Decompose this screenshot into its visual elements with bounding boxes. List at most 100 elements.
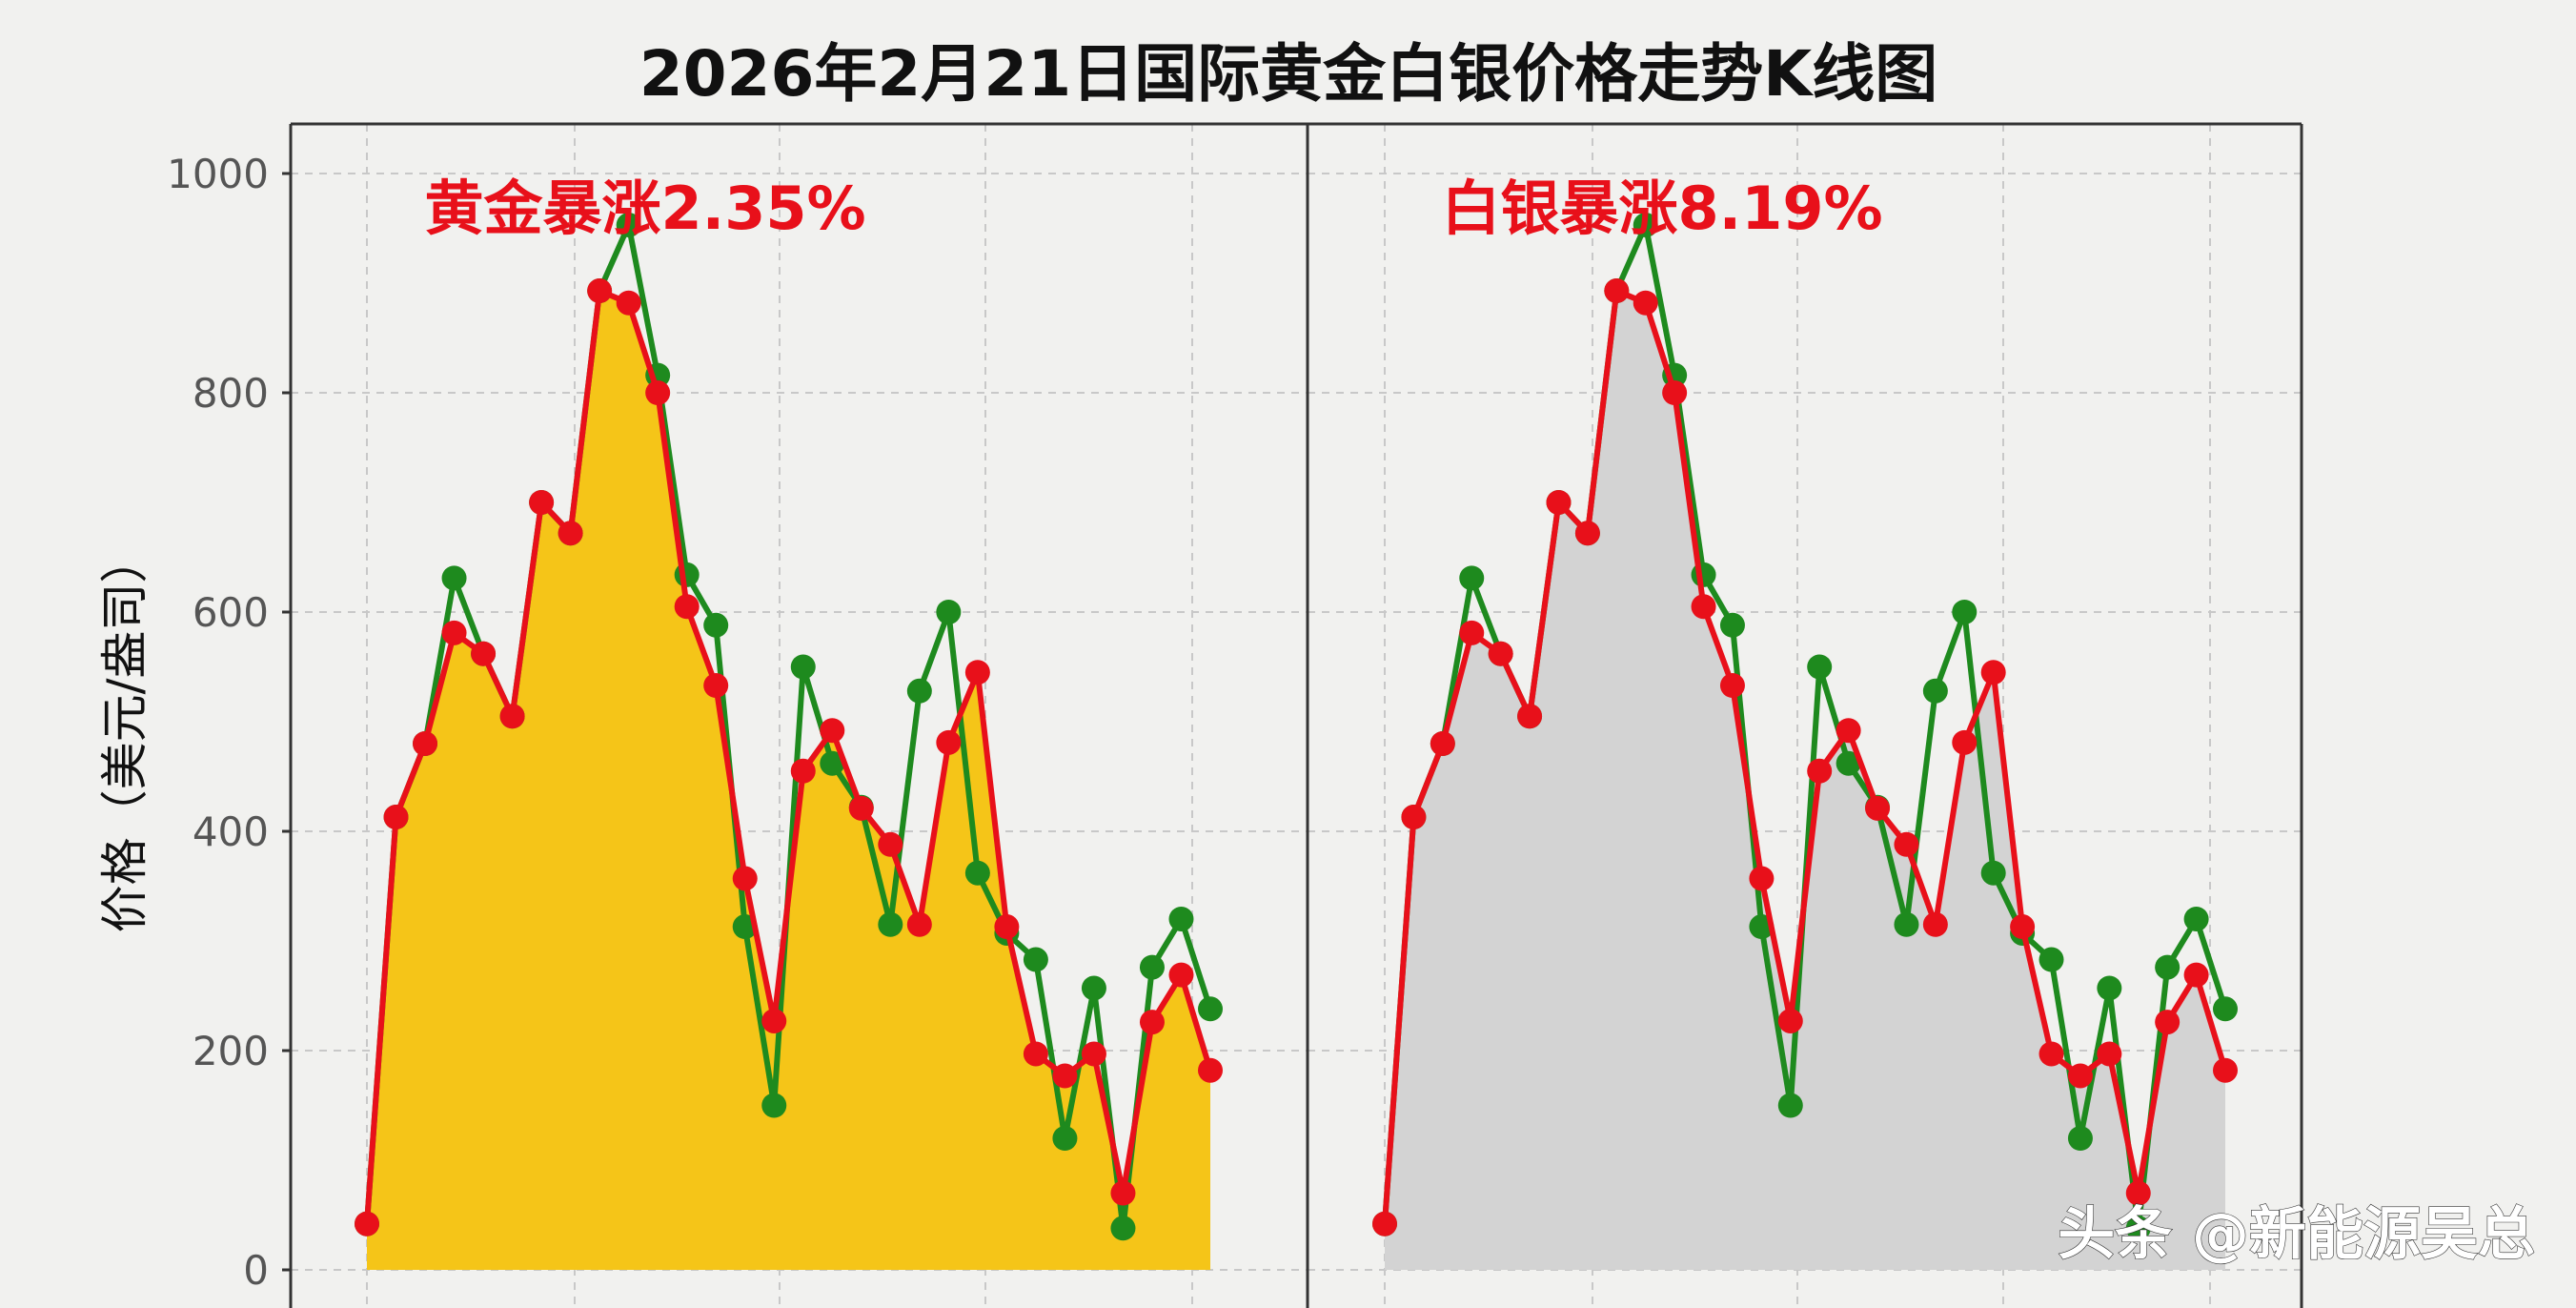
y-axis-label: 价格（美元/盎司） <box>97 536 152 933</box>
data-point <box>1894 831 1919 857</box>
data-point <box>1980 660 2006 685</box>
data-point <box>1168 962 1194 988</box>
data-point <box>1110 1180 1136 1206</box>
data-point <box>616 213 641 238</box>
data-point <box>848 795 874 821</box>
data-point <box>1574 521 1600 546</box>
data-point <box>1633 213 1658 238</box>
data-point <box>2125 1180 2151 1206</box>
data-point <box>2038 947 2064 972</box>
data-point <box>1168 907 1194 931</box>
data-point <box>1749 866 1775 891</box>
data-point <box>2183 962 2209 988</box>
data-point <box>413 731 438 756</box>
data-point <box>1401 805 1427 830</box>
data-point <box>1691 594 1716 620</box>
data-point <box>1198 1057 1223 1083</box>
data-point <box>441 565 467 591</box>
panel-1: 黄金暴涨2.35% <box>291 124 1308 1308</box>
data-point <box>820 718 845 744</box>
data-point <box>906 911 932 937</box>
panel-2: 白银暴涨8.19% <box>1308 124 2302 1308</box>
data-point <box>1517 704 1543 729</box>
data-point <box>732 866 758 891</box>
y-tick-label: 400 <box>193 808 269 855</box>
data-point <box>1052 1126 1078 1151</box>
area-fill <box>1385 291 2225 1270</box>
data-point <box>790 758 816 784</box>
y-tick-label: 1000 <box>167 151 269 197</box>
data-point <box>1459 565 1485 591</box>
data-point <box>1865 795 1891 821</box>
data-point <box>964 860 990 886</box>
data-point <box>1372 1211 1397 1236</box>
data-point <box>1023 947 1048 972</box>
data-point <box>1952 600 1978 624</box>
data-point <box>790 654 816 680</box>
data-point <box>383 805 409 830</box>
y-tick-label: 200 <box>193 1028 269 1074</box>
data-point <box>1546 490 1572 515</box>
data-point <box>1980 860 2006 886</box>
data-point <box>1604 278 1630 304</box>
data-point <box>2213 996 2238 1022</box>
data-point <box>761 1008 787 1033</box>
data-point <box>1691 562 1716 587</box>
data-point <box>761 1093 787 1118</box>
data-point <box>1807 654 1833 680</box>
data-point <box>964 660 990 685</box>
data-point <box>820 750 845 776</box>
data-point <box>1430 731 1455 756</box>
panel-annotation: 白银暴涨8.19% <box>1442 174 1883 243</box>
data-point <box>1807 758 1833 784</box>
y-tick-label: 800 <box>193 370 269 417</box>
data-point <box>1488 641 1513 666</box>
watermark: 头条 @新能源吴总 <box>2058 1201 2535 1268</box>
data-point <box>1719 673 1745 699</box>
data-point <box>703 673 729 699</box>
data-point <box>906 678 932 704</box>
data-point <box>1662 380 1688 405</box>
data-point <box>529 490 555 515</box>
panel-annotation: 黄金暴涨2.35% <box>425 174 866 243</box>
data-point <box>674 562 700 587</box>
data-point <box>1777 1008 1803 1033</box>
data-point <box>645 380 671 405</box>
data-point <box>674 594 700 620</box>
data-point <box>1110 1216 1136 1241</box>
data-point <box>441 620 467 645</box>
data-point <box>703 612 729 638</box>
data-point <box>1894 911 1919 937</box>
data-point <box>1952 729 1978 755</box>
data-point <box>878 831 903 857</box>
data-point <box>1777 1093 1803 1118</box>
data-point <box>499 704 525 729</box>
data-point <box>1139 954 1165 980</box>
data-point <box>2125 1216 2151 1241</box>
data-point <box>558 521 583 546</box>
data-point <box>1023 1041 1048 1067</box>
data-point <box>1139 1010 1165 1035</box>
chart-title: 2026年2月21日国际黄金白银价格走势K线图 <box>639 37 1938 111</box>
data-point <box>1459 620 1485 645</box>
data-point <box>1719 612 1745 638</box>
area-fill <box>367 291 1210 1270</box>
y-tick-label: 600 <box>193 589 269 636</box>
data-point <box>355 1211 379 1236</box>
data-point <box>2213 1057 2238 1083</box>
data-point <box>994 914 1020 940</box>
data-point <box>2155 954 2180 980</box>
data-point <box>1081 1041 1106 1067</box>
data-point <box>878 911 903 937</box>
data-point <box>1633 290 1658 316</box>
data-point <box>2067 1126 2093 1151</box>
data-point <box>1198 996 1223 1022</box>
data-point <box>2097 1041 2122 1067</box>
data-point <box>1052 1063 1078 1089</box>
data-point <box>616 290 641 316</box>
data-point <box>936 729 962 755</box>
y-tick-label: 0 <box>243 1247 269 1294</box>
data-point <box>471 641 497 666</box>
data-point <box>2183 907 2209 931</box>
